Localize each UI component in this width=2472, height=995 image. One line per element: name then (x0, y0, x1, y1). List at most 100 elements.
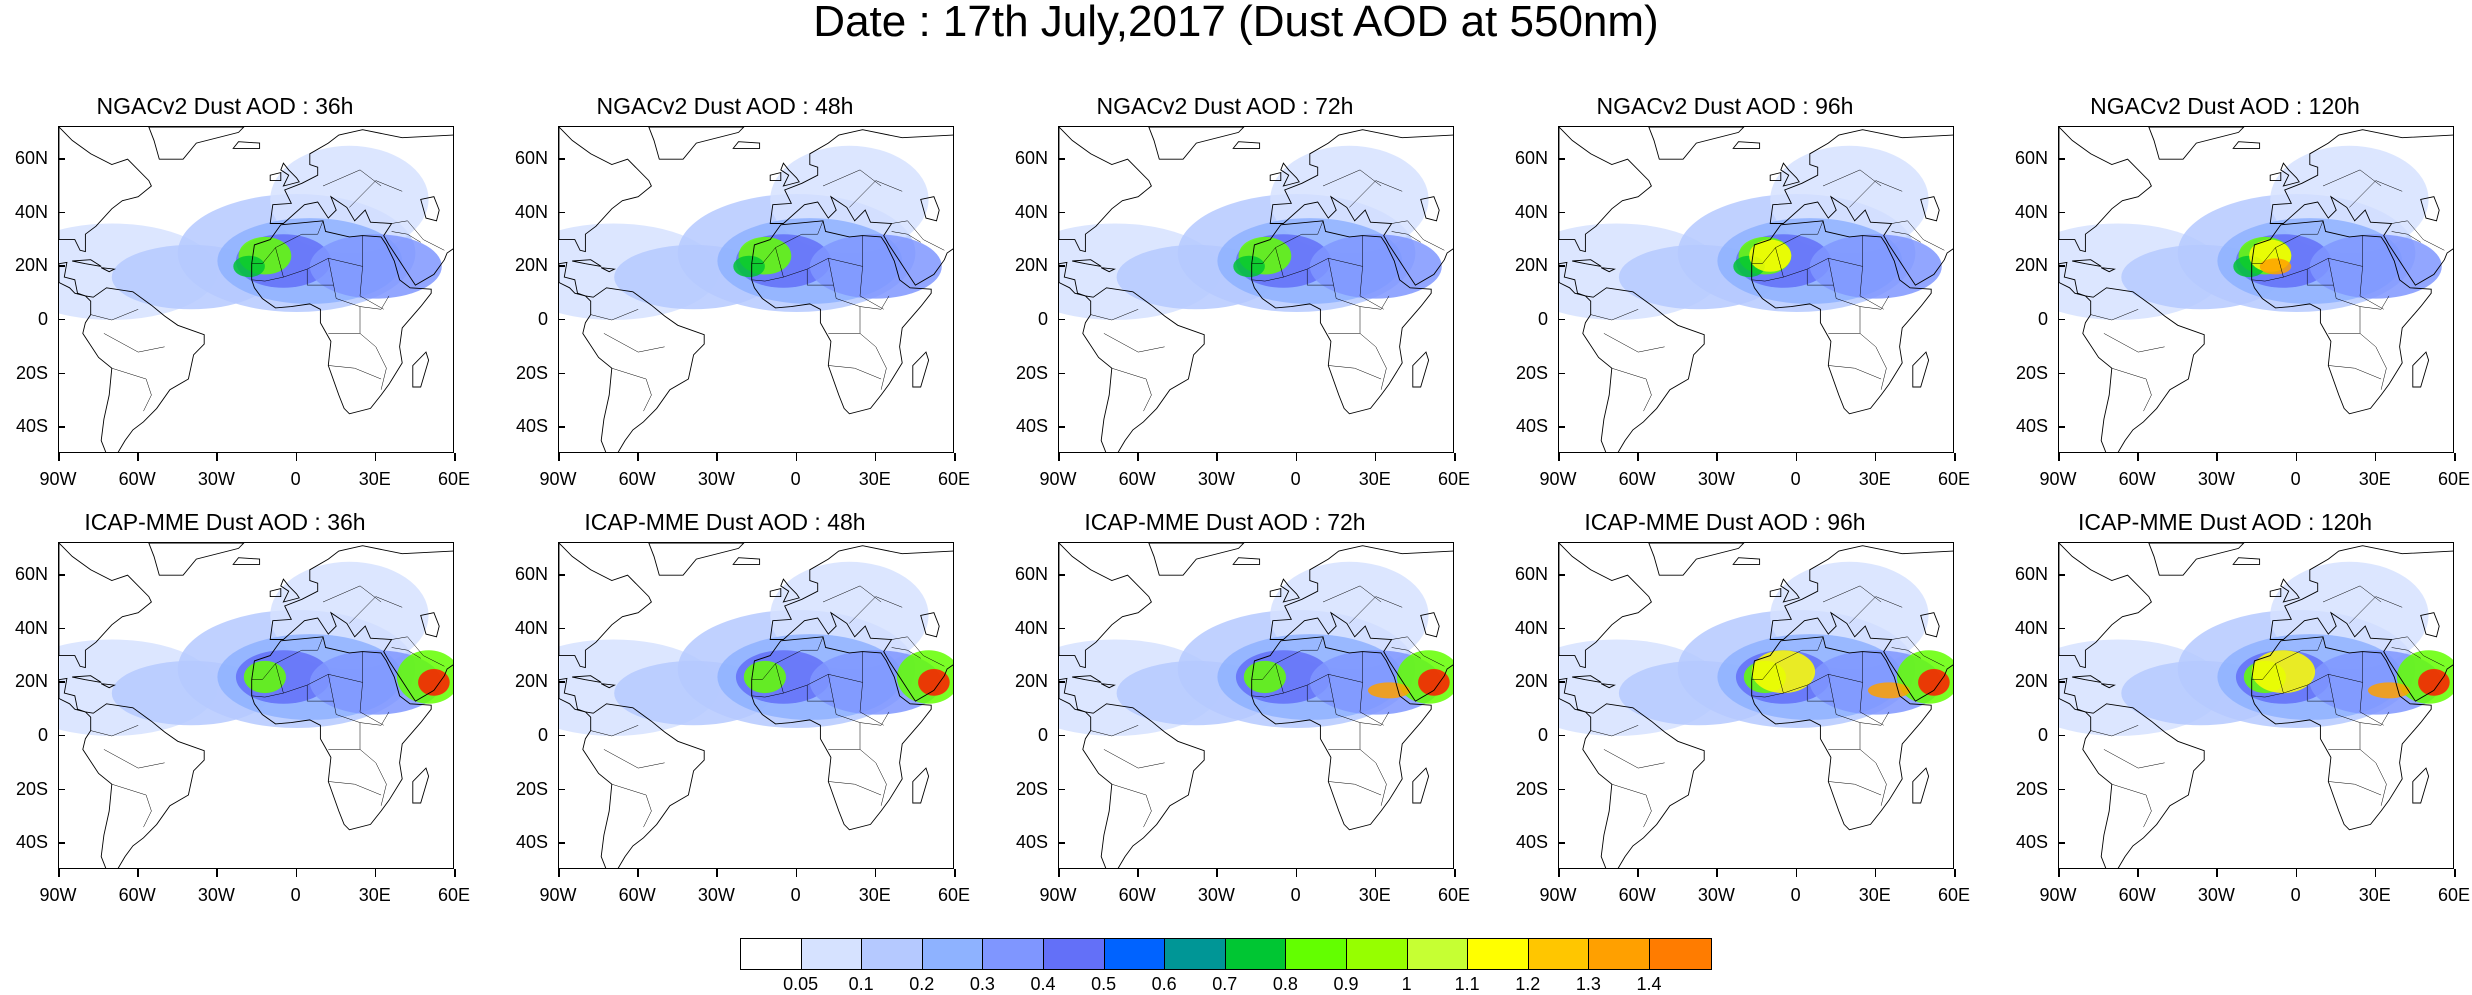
dust-plume (1309, 234, 1442, 299)
latitude-tick (1558, 211, 1565, 214)
country-border (1251, 636, 1324, 680)
coastline (2232, 141, 2261, 149)
latitude-label: 40S (15, 416, 48, 437)
latitude-tick (2058, 842, 2065, 844)
longitude-label: 0 (290, 469, 301, 489)
country-border (251, 247, 284, 282)
country-border (1306, 269, 1390, 310)
country-border (1751, 663, 1784, 698)
country-border (2251, 663, 2284, 698)
country-border (1359, 266, 1384, 310)
longitude-tick (2058, 453, 2060, 461)
coastline (72, 675, 102, 683)
longitude-label: 60E (1937, 469, 1971, 489)
country-border (251, 663, 284, 698)
longitude-label: 30W (197, 885, 235, 905)
longitude-label: 30E (1858, 469, 1891, 489)
latitude-label: 40N (514, 201, 548, 222)
coastline (82, 287, 205, 452)
country-border (822, 585, 882, 603)
coastline (280, 162, 300, 187)
country-border (1359, 722, 1387, 806)
latitude-tick (2058, 681, 2065, 683)
latitude-label: 40S (1015, 832, 1048, 853)
country-border (111, 367, 152, 412)
longitude-tick (374, 453, 377, 461)
latitude-label: 20N (1514, 255, 1548, 276)
coastline (1920, 196, 1940, 222)
map-area (58, 542, 454, 869)
coastline (1269, 588, 1282, 598)
latitude-label: 40S (1015, 416, 1048, 437)
longitude-label: 30E (1858, 885, 1891, 905)
country-border (1751, 636, 1824, 680)
coastline (2251, 220, 2432, 415)
country-border (1828, 781, 1882, 796)
colorbar-label: 0.2 (909, 974, 935, 994)
latitude-tick (2058, 734, 2065, 737)
country-border (2111, 367, 2152, 412)
coastline (2059, 677, 2086, 713)
country-border (251, 220, 324, 264)
dust-plume (1243, 660, 1286, 694)
map-area (1058, 126, 1454, 453)
coastline (572, 675, 602, 683)
coastline (1920, 612, 1940, 638)
country-border (783, 651, 863, 694)
coastline (1582, 703, 1705, 868)
colorbar-swatch (1649, 939, 1711, 969)
country-border (2359, 306, 2387, 390)
latitude-label: 60N (514, 148, 548, 169)
latitude-tick (1058, 574, 1065, 576)
coastline (1269, 129, 1453, 286)
latitude-tick (1058, 372, 1065, 375)
longitude-tick (1454, 453, 1456, 461)
map-area (1558, 542, 1954, 869)
latitude-tick (2058, 318, 2065, 321)
coastline (732, 557, 761, 565)
coastline (2100, 683, 2116, 689)
dust-plume (2309, 234, 2442, 299)
longitude-label: 60W (1618, 885, 1656, 905)
latitude-label: 20S (515, 362, 548, 383)
coastline (2100, 267, 2116, 273)
country-border (1751, 247, 1784, 282)
coastline (2072, 675, 2102, 683)
longitude-tick (1874, 869, 1877, 877)
panel-title: ICAP-MME Dust AOD : 36h (84, 509, 366, 535)
country-border (2391, 647, 2421, 659)
dust-plume (743, 660, 786, 694)
latitude-label: 60N (514, 564, 548, 585)
colorbar-label: 0.3 (969, 974, 995, 994)
colorbar-swatch (1528, 939, 1590, 969)
coastline (1059, 543, 1152, 669)
coastline (1072, 675, 1102, 683)
country-border (828, 781, 882, 796)
latitude-label: 40N (2014, 617, 2048, 638)
coastline (1412, 351, 1430, 388)
coastline (1559, 127, 1652, 253)
country-border (349, 596, 403, 624)
colorbar-label: 1.4 (1636, 974, 1662, 994)
colorbar-swatch (1468, 939, 1529, 969)
dust-plume (309, 234, 442, 299)
country-border (2322, 169, 2382, 187)
country-border (1283, 235, 1363, 278)
latitude-tick (2058, 627, 2065, 630)
longitude-label: 90W (2039, 885, 2077, 905)
latitude-label: 20S (1015, 778, 1048, 799)
country-border (1391, 647, 1421, 659)
dust-plume (418, 669, 450, 696)
coastline (1769, 172, 1782, 182)
longitude-tick (637, 869, 639, 877)
country-border (2359, 682, 2384, 726)
colorbar-swatch (1225, 939, 1287, 969)
longitude-label: 30E (1358, 885, 1391, 905)
colorbar-label: 0.5 (1091, 974, 1117, 994)
coastline (1912, 351, 1930, 388)
latitude-tick (1058, 211, 1065, 214)
longitude-label: 30W (697, 469, 735, 489)
coastline (1780, 578, 1800, 603)
coastline (1232, 557, 1261, 565)
country-border (822, 169, 882, 187)
